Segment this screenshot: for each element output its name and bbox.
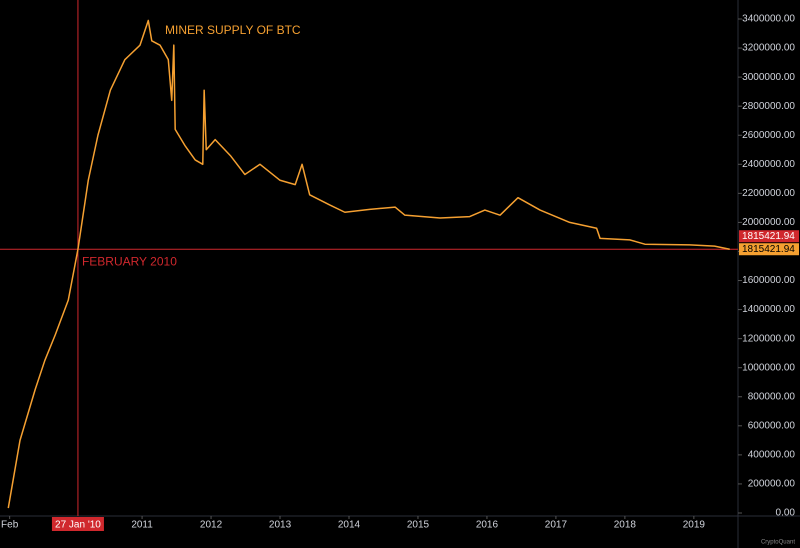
y-tick-label: 3200000.00 xyxy=(742,43,795,54)
x-tick-label: 2018 xyxy=(614,520,637,531)
y-tick-label: 1000000.00 xyxy=(742,362,795,373)
y-tick-label: 2200000.00 xyxy=(742,188,795,199)
annotation: MINER SUPPLY OF BTC xyxy=(165,23,301,37)
x-tick-label: 2012 xyxy=(200,520,223,531)
x-tick-label: 2016 xyxy=(476,520,499,531)
x-tick-label: 2017 xyxy=(545,520,568,531)
x-tick-label: Feb xyxy=(1,520,19,531)
x-tick-label: 2011 xyxy=(131,520,153,531)
x-tick-label: 2013 xyxy=(269,520,292,531)
y-tick-label: 200000.00 xyxy=(748,479,796,490)
watermark: CryptoQuant xyxy=(761,540,795,546)
y-tick-label: 2000000.00 xyxy=(742,217,795,228)
crosshair-x-box xyxy=(51,517,104,531)
y-tick-label: 600000.00 xyxy=(748,420,796,431)
y-tick-label: 400000.00 xyxy=(748,450,796,461)
x-tick-label: 2015 xyxy=(407,520,430,531)
x-tick-label: 2014 xyxy=(338,520,361,531)
crosshair-x-label: 27 Jan '10 xyxy=(55,520,101,531)
annotation: FEBRUARY 2010 xyxy=(82,254,177,268)
y-tick-label: 1200000.00 xyxy=(742,333,795,344)
last-value-label: 1815421.94 xyxy=(742,244,795,255)
x-tick-label: 2019 xyxy=(683,520,706,531)
crosshair-y-box xyxy=(739,230,799,243)
last-value-box xyxy=(739,243,799,256)
y-tick-label: 1400000.00 xyxy=(742,304,795,315)
crosshair-y-label: 1815421.94 xyxy=(742,231,795,242)
y-tick-label: 3000000.00 xyxy=(742,72,795,83)
y-tick-label: 800000.00 xyxy=(748,391,796,402)
y-tick-label: 2600000.00 xyxy=(742,130,795,141)
y-tick-label: 0.00 xyxy=(776,508,796,519)
y-tick-label: 3400000.00 xyxy=(742,14,795,25)
series-line xyxy=(7,19,730,509)
y-tick-label: 2800000.00 xyxy=(742,101,795,112)
y-tick-label: 1600000.00 xyxy=(742,275,795,286)
y-tick-label: 2400000.00 xyxy=(742,159,795,170)
